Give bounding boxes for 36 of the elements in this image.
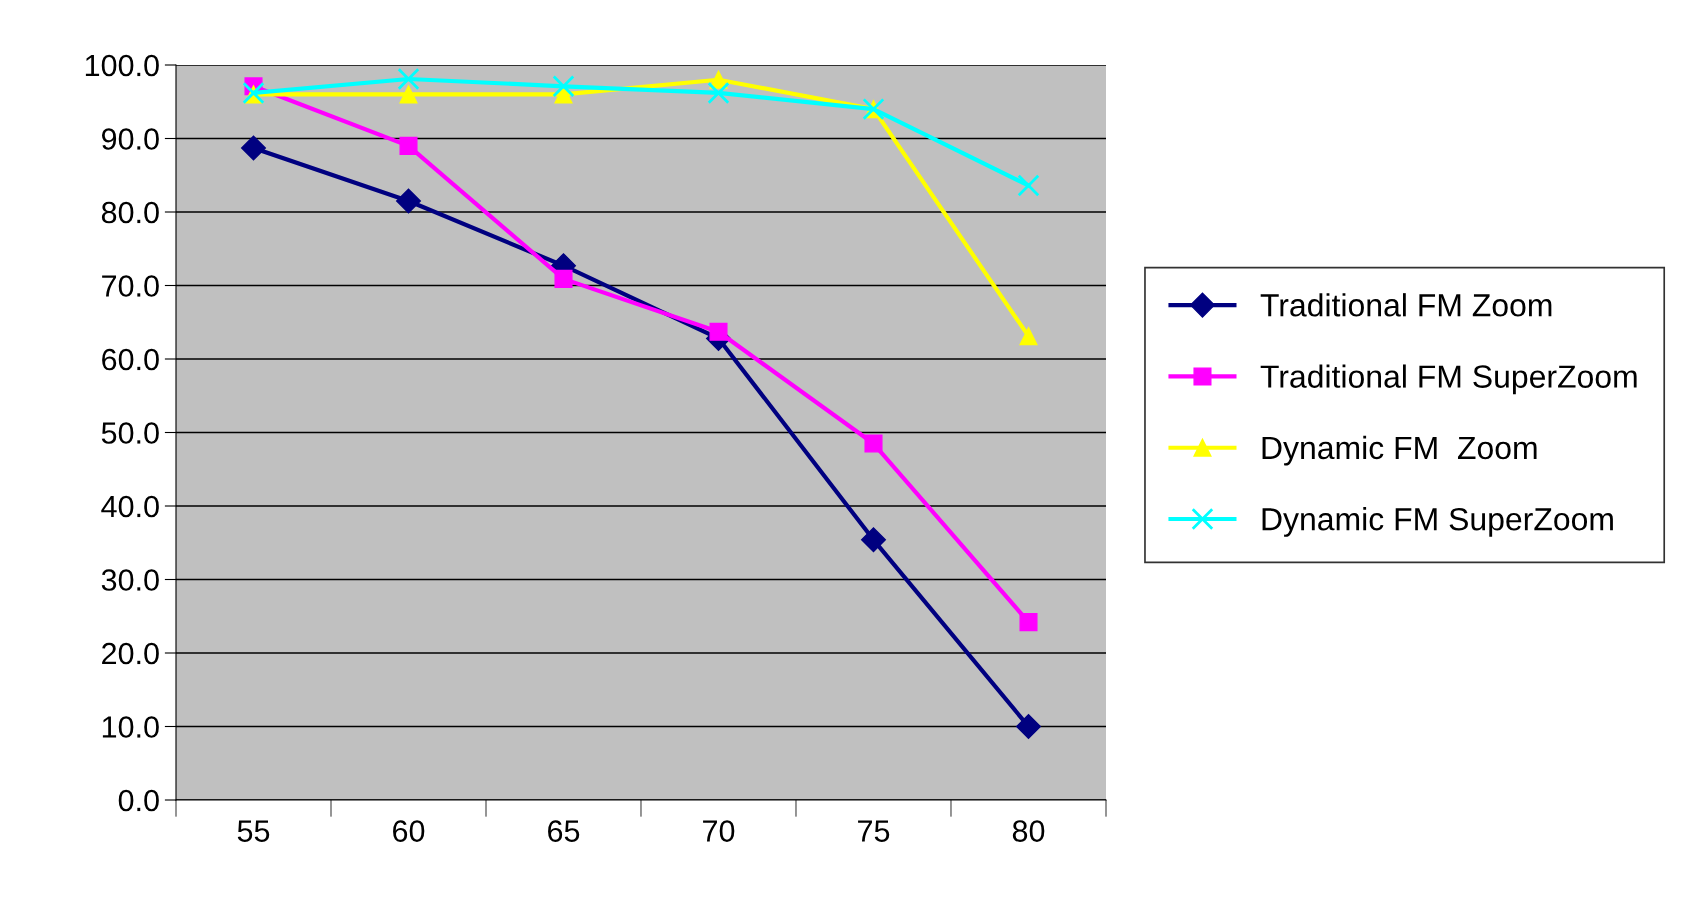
point	[397, 67, 420, 91]
point	[399, 136, 418, 155]
x-tick-label: 65	[548, 820, 580, 842]
point	[864, 434, 883, 453]
y-tick-label: 0.0	[118, 789, 159, 812]
point	[1019, 327, 1038, 346]
point	[399, 85, 418, 104]
legend-label: Dynamic FM Zoom	[1262, 435, 1537, 466]
x-tick-label: 75	[858, 820, 890, 842]
y-tick-label: 50.0	[101, 422, 159, 444]
point	[1017, 174, 1040, 197]
y-tick-label: 10.0	[102, 716, 159, 738]
point	[241, 135, 266, 161]
point	[396, 188, 421, 214]
point	[554, 269, 573, 288]
y-tick-label: 90.0	[102, 128, 159, 150]
y-tick-label: 70.0	[102, 275, 159, 297]
legend-label: Dynamic FM SuperZoom	[1262, 507, 1613, 537]
legend-label: Traditional FM SuperZoom	[1260, 364, 1637, 395]
y-tick-label: 40.0	[101, 495, 159, 518]
point	[709, 322, 728, 341]
x-tick-label: 70	[703, 820, 735, 842]
legend-label: Traditional FM Zoom	[1260, 293, 1552, 317]
x-tick-label: 55	[237, 820, 270, 842]
point	[707, 81, 730, 105]
point	[552, 75, 575, 98]
y-tick-label: 30.0	[101, 569, 159, 591]
x-tick-label: 60	[393, 820, 425, 842]
y-tick-label: 80.0	[101, 201, 159, 224]
x-tick-label: 80	[1012, 820, 1045, 842]
point	[861, 527, 886, 553]
point	[1016, 714, 1041, 739]
y-tick-label: 100.0	[85, 54, 159, 77]
y-tick-label: 20.0	[102, 642, 159, 665]
point	[1019, 613, 1038, 632]
y-tick-label: 60.0	[102, 348, 159, 371]
